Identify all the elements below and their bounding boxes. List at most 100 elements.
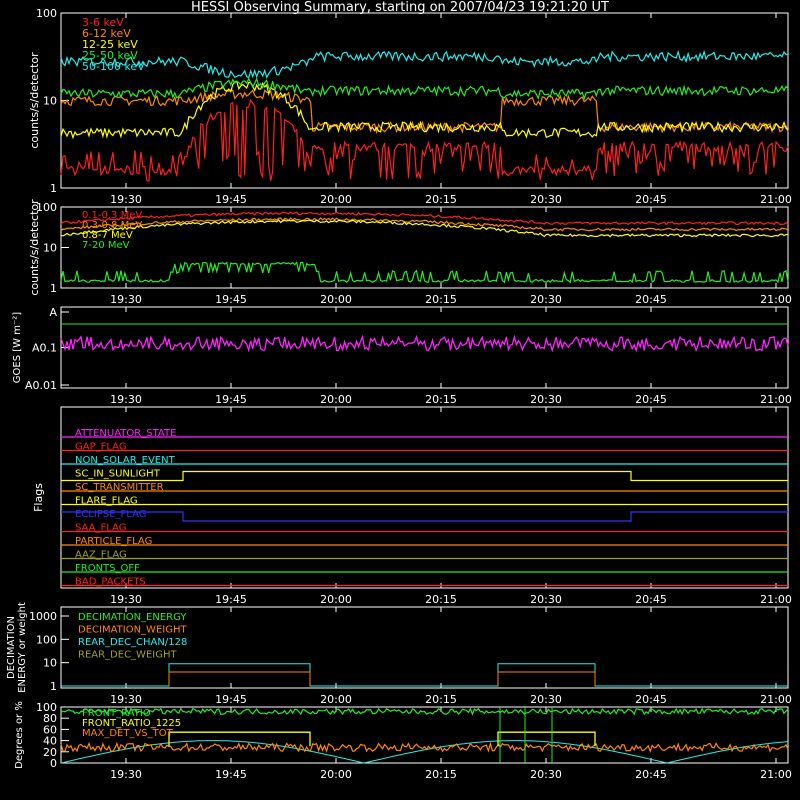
flag-label: ATTENUATOR_STATE <box>75 428 176 439</box>
y-tick-label: 20 <box>43 746 57 759</box>
flag-label: BAD_PACKETS <box>75 577 146 588</box>
x-tick-label: 20:15 <box>425 293 457 306</box>
x-tick-label: 21:00 <box>760 768 792 781</box>
y-tick-label: A0.1 <box>32 342 57 355</box>
panel-5: 19:30 19:45 20:00 20:15 20:30 20:45 21:00 1 10 10… <box>6 602 792 706</box>
y-tick-label: A <box>49 306 57 319</box>
x-tick-label: 19:45 <box>215 293 247 306</box>
flag-label: FLARE_FLAG <box>75 496 138 507</box>
x-tick-label: 21:00 <box>760 393 792 406</box>
y-axis-label: counts/s/detector <box>28 52 41 149</box>
series-line-2 <box>60 89 789 135</box>
y-tick-label: 80 <box>43 712 57 725</box>
goes-magenta-line <box>60 334 789 353</box>
y-axis-label: counts/s/detector <box>28 199 41 296</box>
x-tick-label: 20:15 <box>425 393 457 406</box>
flag-label: SAA_FLAG <box>75 523 126 534</box>
legend-entry: 7-20 MeV <box>82 240 130 251</box>
x-tick-label: 20:45 <box>635 593 667 606</box>
x-tick-label: 20:30 <box>530 693 562 706</box>
max-det-line <box>60 741 789 754</box>
legend-entry: REAR_DEC_CHAN/128 <box>78 637 187 648</box>
x-tick-label: 21:00 <box>760 193 792 206</box>
x-tick-label: 20:30 <box>530 193 562 206</box>
angle-line <box>60 740 789 764</box>
legend-entry: FRONT_RATIO <box>82 708 151 719</box>
front-ratio-line <box>60 707 789 716</box>
x-tick-label: 19:30 <box>110 593 142 606</box>
legend-entry: 50-100 keV <box>82 60 145 73</box>
flag-label: SC_TRANSMITTER <box>75 482 164 493</box>
flag-label: SC_IN_SUNLIGHT <box>75 469 161 480</box>
x-tick-label: 20:30 <box>530 593 562 606</box>
x-tick-label: 20:45 <box>635 193 667 206</box>
series-line-5 <box>60 49 789 79</box>
flag-label: AAZ_FLAG <box>75 550 127 561</box>
panel-3: 19:30 19:45 20:00 20:15 20:30 20:45 21:00 A0.01… <box>12 306 792 406</box>
x-tick-label: 19:45 <box>215 693 247 706</box>
x-tick-label: 20:45 <box>635 693 667 706</box>
legend-entry: 6-12 keV <box>82 27 131 40</box>
y-axis-label: Degrees or % <box>14 701 25 769</box>
x-tick-label: 19:45 <box>215 193 247 206</box>
legend-entry: 0.1-0.3 MeV <box>82 210 142 221</box>
y-tick-label: A0.01 <box>25 379 57 392</box>
y-axis-label: Flags <box>32 483 45 512</box>
x-tick-label: 19:30 <box>110 293 142 306</box>
x-tick-label: 19:30 <box>110 393 142 406</box>
panel-1: 19:30 19:45 20:00 20:15 20:30 20:45 21:00 1 10 10… <box>28 7 792 206</box>
y-tick-label: 40 <box>43 735 57 748</box>
x-tick-label: 20:15 <box>425 693 457 706</box>
flag-line <box>61 470 788 482</box>
x-tick-label: 20:45 <box>635 768 667 781</box>
series-line-3 <box>60 219 789 238</box>
y-axis-label: GOES [W m⁻²] <box>12 312 23 383</box>
panel-frame <box>60 12 789 189</box>
x-tick-label: 19:30 <box>110 768 142 781</box>
x-tick-label: 20:45 <box>635 393 667 406</box>
y-tick-label: 0 <box>50 757 57 770</box>
x-tick-label: 19:30 <box>110 193 142 206</box>
y-tick-label: 1 <box>50 680 57 693</box>
x-tick-label: 20:00 <box>320 693 352 706</box>
x-tick-label: 20:00 <box>320 393 352 406</box>
legend-entry: DECIMATION_ENERGY <box>78 612 187 623</box>
legend-entry: DECIMATION_WEIGHT <box>78 625 187 636</box>
x-tick-label: 19:45 <box>215 593 247 606</box>
series-line-1 <box>60 98 789 182</box>
y-axis-label: ENERGY or weight <box>17 602 28 693</box>
panel-2: 19:30 19:45 20:00 20:15 20:30 20:45 21:00 1 10 10… <box>28 199 792 306</box>
legend-entry: MAX_DET_VS_TOT <box>82 728 174 739</box>
panel-4: 19:30 19:45 20:00 20:15 20:30 20:45 21:00 Flags… <box>32 406 792 606</box>
y-tick-label: 1000 <box>29 610 57 623</box>
legend-entry: REAR_DEC_WEIGHT <box>78 650 177 661</box>
y-tick-label: 10 <box>43 242 57 255</box>
legend-entry: 0.3-0.8 MeV <box>82 220 142 231</box>
panel-frame <box>60 606 789 689</box>
flag-label: NON_SOLAR_EVENT <box>75 455 176 466</box>
decimation-weight-line <box>168 671 596 686</box>
x-tick-label: 20:00 <box>320 193 352 206</box>
front-ratio-1225-line <box>168 731 596 747</box>
x-tick-label: 20:00 <box>320 768 352 781</box>
y-tick-label: 100 <box>36 201 57 214</box>
y-axis-label: DECIMATION <box>6 616 17 679</box>
x-tick-label: 20:15 <box>425 768 457 781</box>
legend-entry: 0.8-7 MeV <box>82 230 133 241</box>
series-line-1 <box>60 211 789 226</box>
x-tick-label: 20:15 <box>425 193 457 206</box>
legend-entry: 3-6 keV <box>82 16 124 29</box>
x-tick-label: 20:30 <box>530 768 562 781</box>
y-tick-label: 100 <box>36 7 57 20</box>
x-tick-label: 21:00 <box>760 293 792 306</box>
series-line-2 <box>60 217 789 232</box>
legend-entry: 25-50 keV <box>82 49 138 62</box>
x-tick-label: 20:15 <box>425 593 457 606</box>
x-tick-label: 19:45 <box>215 393 247 406</box>
y-tick-label: 100 <box>36 633 57 646</box>
x-tick-label: 19:30 <box>110 693 142 706</box>
chart-title: HESSI Observing Summary, starting on 200… <box>191 0 609 15</box>
y-tick-label: 10 <box>43 657 57 670</box>
panel-6: 19:30 19:45 20:00 20:15 20:30 20:45 21:00 02040… <box>14 701 792 781</box>
